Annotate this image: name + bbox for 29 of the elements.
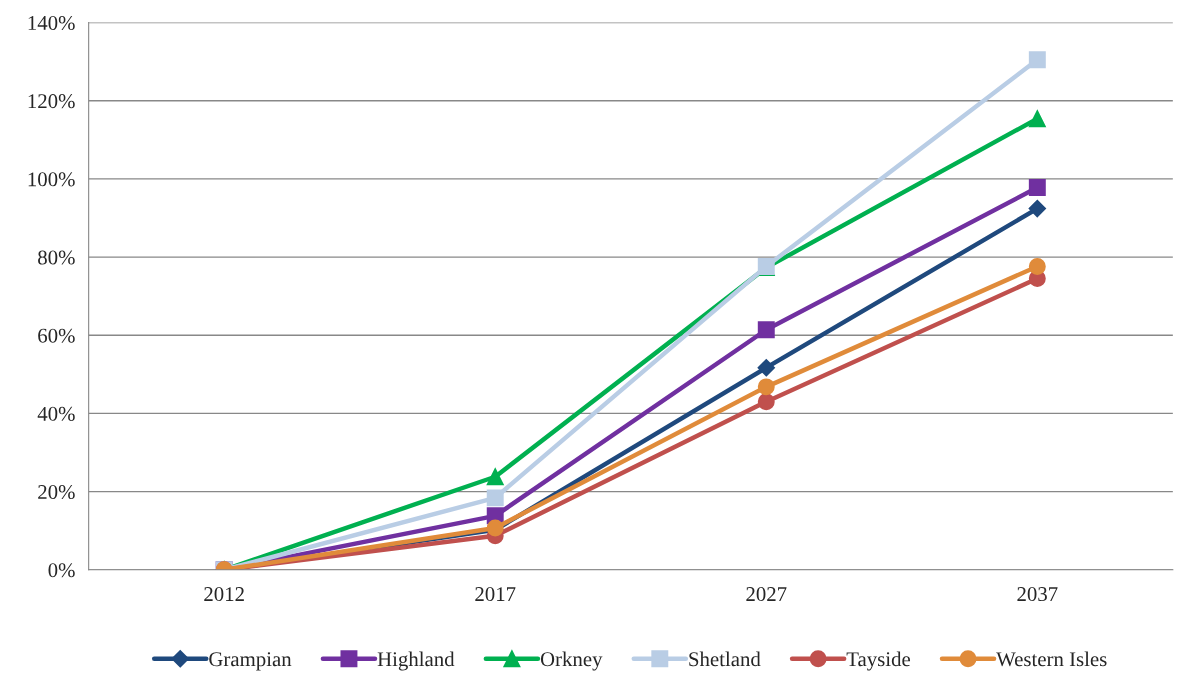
x-tick-label: 2027 (746, 587, 787, 602)
y-tick-label: 0% (48, 563, 75, 578)
y-tick-label: 60% (38, 328, 75, 343)
legend-label: Tayside (846, 651, 911, 671)
point (757, 359, 775, 377)
y-tick-label: 120% (28, 94, 75, 109)
y-tick-label: 140% (28, 15, 75, 31)
point (1028, 110, 1046, 128)
point (757, 393, 775, 411)
legend-label: Grampian (209, 652, 292, 671)
legend-label: Orkney (540, 651, 603, 671)
point (1028, 199, 1047, 218)
point (1028, 51, 1046, 69)
x-tick-label: 2037 (1017, 587, 1058, 602)
x-tick-label: 2017 (475, 587, 516, 602)
point (486, 468, 504, 486)
y-tick-label: 80% (38, 250, 75, 265)
legend-label: Shetland (689, 651, 761, 667)
legend-label: Highland (377, 651, 455, 671)
legend-label: Western Isles (996, 651, 1107, 667)
point (1028, 179, 1046, 196)
point (1028, 257, 1046, 275)
y-tick-label: 40% (37, 406, 75, 421)
point (486, 489, 504, 507)
point (757, 321, 775, 339)
point (757, 378, 775, 396)
y-tick-label: 20% (38, 484, 75, 500)
x-tick-label: 2012 (204, 587, 244, 602)
y-tick-label: 100% (28, 172, 75, 187)
